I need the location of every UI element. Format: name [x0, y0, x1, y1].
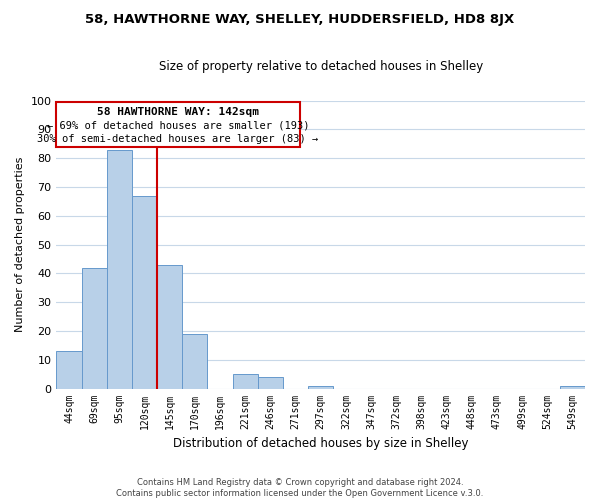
Bar	[107, 150, 132, 388]
Bar	[233, 374, 258, 388]
Text: Contains HM Land Registry data © Crown copyright and database right 2024.
Contai: Contains HM Land Registry data © Crown c…	[116, 478, 484, 498]
Bar	[82, 268, 107, 388]
Text: ← 69% of detached houses are smaller (193): ← 69% of detached houses are smaller (19…	[47, 120, 309, 130]
Bar	[308, 386, 333, 388]
Bar	[132, 196, 157, 388]
Bar	[56, 351, 82, 389]
Bar	[258, 377, 283, 388]
Text: 58 HAWTHORNE WAY: 142sqm: 58 HAWTHORNE WAY: 142sqm	[97, 107, 259, 117]
Text: 30% of semi-detached houses are larger (83) →: 30% of semi-detached houses are larger (…	[37, 134, 319, 143]
Bar	[560, 386, 585, 388]
Text: 58, HAWTHORNE WAY, SHELLEY, HUDDERSFIELD, HD8 8JX: 58, HAWTHORNE WAY, SHELLEY, HUDDERSFIELD…	[85, 12, 515, 26]
FancyBboxPatch shape	[56, 102, 299, 146]
Y-axis label: Number of detached properties: Number of detached properties	[15, 157, 25, 332]
Bar	[182, 334, 208, 388]
Bar	[157, 264, 182, 388]
X-axis label: Distribution of detached houses by size in Shelley: Distribution of detached houses by size …	[173, 437, 469, 450]
Title: Size of property relative to detached houses in Shelley: Size of property relative to detached ho…	[158, 60, 483, 73]
